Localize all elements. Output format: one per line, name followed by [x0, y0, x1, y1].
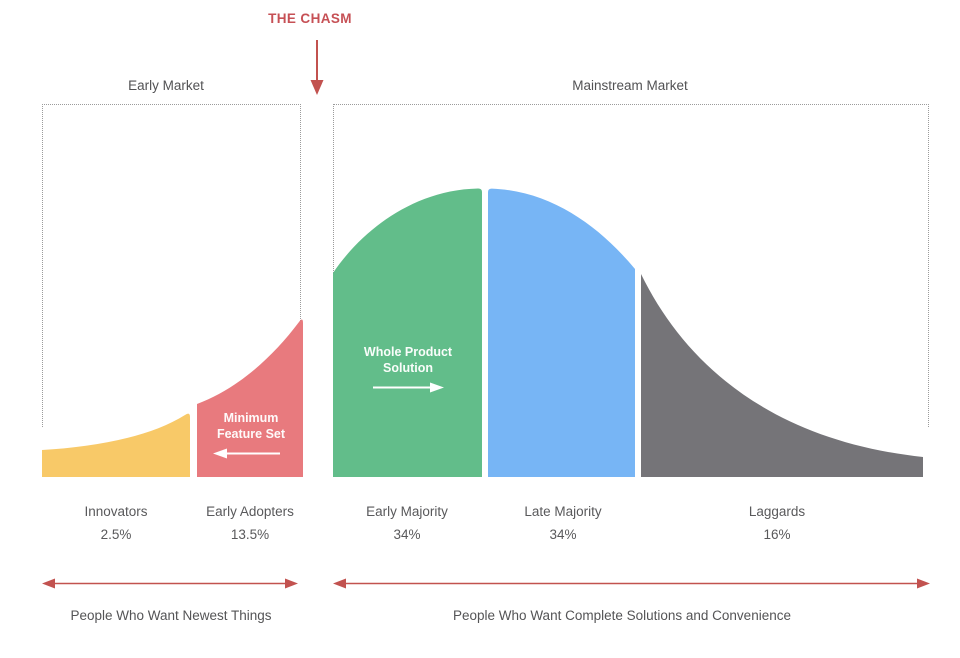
innovators-segment [42, 413, 190, 477]
annotation-line: Solution [382, 361, 433, 375]
whole-product-solution-annotation: Whole Product Solution [364, 344, 452, 376]
early-market-caption: People Who Want Newest Things [70, 608, 272, 623]
early-majority-segment [333, 188, 482, 477]
mainstream-market-label: Mainstream Market [572, 78, 688, 93]
early-market-box [42, 104, 301, 427]
chasm-down-arrow-icon [310, 40, 324, 95]
mainstream-market-caption: People Who Want Complete Solutions and C… [453, 608, 791, 623]
late-majority-segment [488, 188, 635, 477]
late-majority-label: Late Majority [524, 504, 602, 519]
whole-product-right-arrow-icon [373, 382, 444, 393]
annotation-line: Whole Product [363, 345, 453, 359]
minimum-feature-set-left-arrow-icon [213, 448, 280, 459]
mainstream-market-span-arrow-icon [333, 578, 930, 589]
innovators-label: Innovators [84, 504, 148, 519]
mainstream-market-box [333, 104, 929, 427]
early-majority-label: Early Majority [366, 504, 448, 519]
innovators-percent: 2.5% [100, 527, 132, 542]
laggards-percent: 16% [763, 527, 791, 542]
annotation-line: Feature Set [216, 427, 286, 441]
laggards-label: Laggards [748, 504, 806, 519]
late-majority-percent: 34% [549, 527, 577, 542]
annotation-line: Minimum [223, 411, 279, 425]
early-adopters-segment [197, 319, 303, 477]
early-majority-percent: 34% [393, 527, 421, 542]
laggards-segment [641, 274, 923, 477]
minimum-feature-set-annotation: Minimum Feature Set [217, 410, 285, 442]
early-market-span-arrow-icon [42, 578, 298, 589]
early-adopters-label: Early Adopters [206, 504, 294, 519]
early-adopters-percent: 13.5% [230, 527, 270, 542]
chasm-title: THE CHASM [268, 11, 352, 26]
early-market-label: Early Market [128, 78, 204, 93]
